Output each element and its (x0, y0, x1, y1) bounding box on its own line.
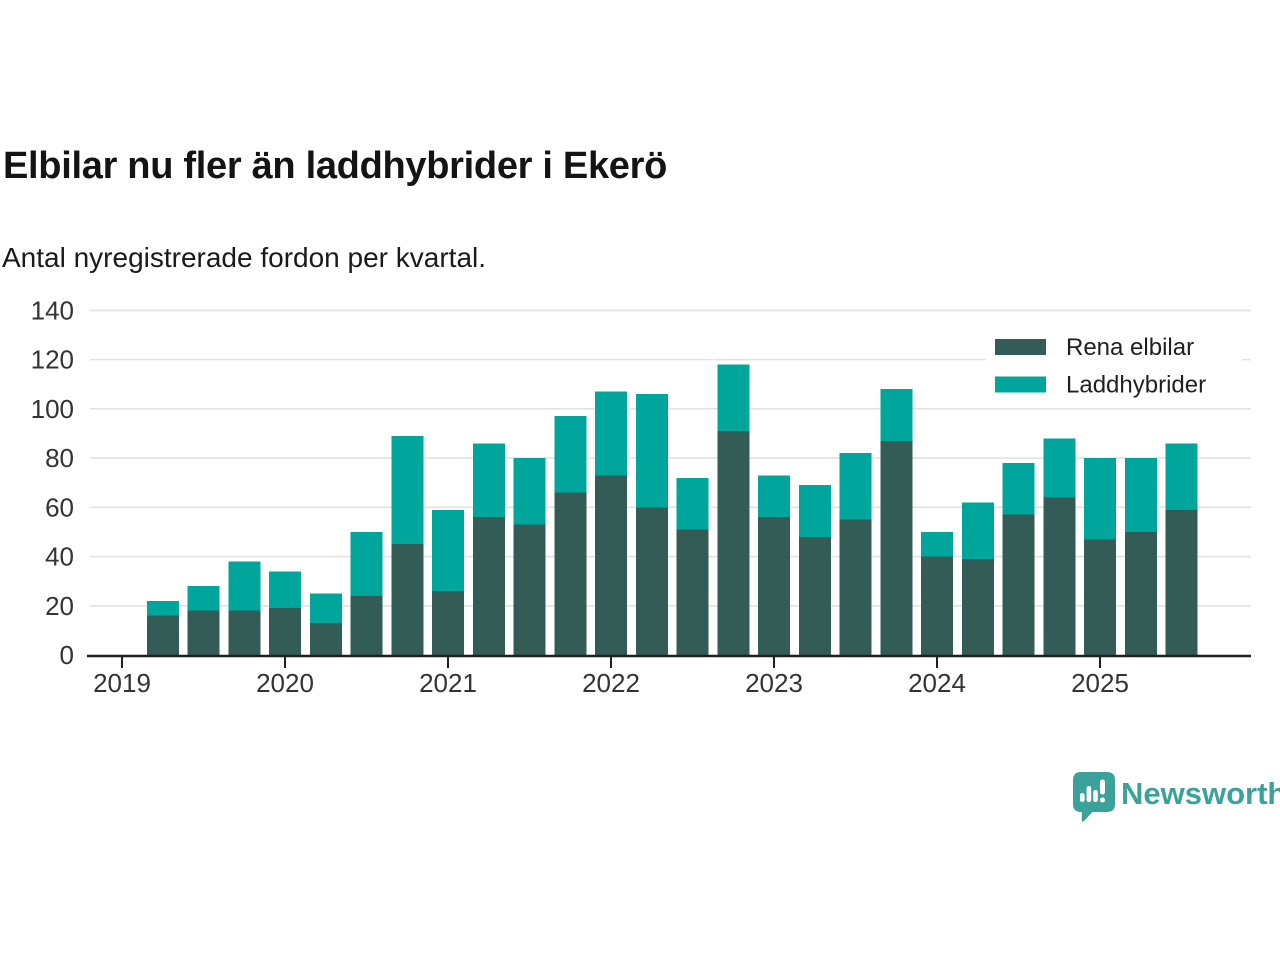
bar-2019Q2-rena-elbilar (146, 615, 179, 655)
bar-2023Q3-laddhybrider (839, 453, 872, 520)
bar-2019Q3-laddhybrider (187, 586, 220, 611)
legend-label-laddhybrider: Laddhybrider (1066, 372, 1206, 399)
bar-2020Q3-laddhybrider (350, 531, 383, 596)
bar-2021Q4-rena-elbilar (554, 492, 587, 655)
bar-2019Q3-rena-elbilar (187, 610, 220, 655)
bar-2025Q2-laddhybrider (1124, 458, 1157, 532)
bar-2021Q3-laddhybrider (513, 458, 546, 525)
x-axis-label-2020: 2020 (256, 668, 314, 698)
legend-label-rena-elbilar: Rena elbilar (1066, 334, 1194, 361)
y-axis-label-100: 100 (31, 394, 74, 424)
bar-2020Q1-rena-elbilar (269, 608, 301, 655)
page-subtitle: Antal nyregistrerade fordon per kvartal. (2, 242, 487, 273)
y-axis-label-0: 0 (60, 640, 74, 670)
bar-2024Q2-rena-elbilar (961, 559, 994, 655)
x-axis-label-2025: 2025 (1071, 668, 1129, 698)
bar-2024Q3-laddhybrider (1002, 463, 1035, 515)
bar-2025Q3-laddhybrider (1165, 443, 1198, 510)
bar-2023Q1-laddhybrider (758, 475, 790, 518)
bar-2020Q3-rena-elbilar (350, 595, 383, 655)
x-axis-label-2023: 2023 (745, 668, 803, 698)
y-axis-label-20: 20 (45, 591, 74, 621)
x-axis-label-2019: 2019 (93, 668, 151, 698)
bar-2024Q4-rena-elbilar (1043, 497, 1076, 655)
bar-2024Q1-rena-elbilar (921, 556, 953, 655)
bar-2019Q2-laddhybrider (146, 600, 179, 616)
y-axis-label-40: 40 (45, 542, 74, 572)
legend-swatch-rena-elbilar (995, 339, 1046, 355)
bar-2023Q2-laddhybrider (798, 485, 831, 537)
bar-2020Q4-rena-elbilar (391, 544, 424, 655)
bar-2022Q3-laddhybrider (676, 477, 709, 530)
bar-2025Q1-rena-elbilar (1084, 539, 1116, 655)
x-axis-label-2021: 2021 (419, 668, 477, 698)
bar-2024Q4-laddhybrider (1043, 438, 1076, 498)
bar-2023Q4-rena-elbilar (880, 440, 913, 655)
page-title: Elbilar nu fler än laddhybrider i Ekerö (3, 145, 668, 187)
bar-2022Q3-rena-elbilar (676, 529, 709, 655)
bar-2024Q2-laddhybrider (961, 502, 994, 560)
y-axis-label-140: 140 (31, 295, 74, 325)
legend-swatch-laddhybrider (995, 376, 1046, 393)
bar-2023Q3-rena-elbilar (839, 519, 872, 655)
newsworthy-wordmark: Newsworthy (1121, 776, 1280, 811)
bar-2023Q1-rena-elbilar (758, 517, 790, 655)
bar-2024Q3-rena-elbilar (1002, 514, 1035, 655)
bar-2022Q2-rena-elbilar (635, 507, 668, 655)
newsworthy-speech-bubble-barchart-icon (1073, 772, 1115, 822)
x-axis-label-2022: 2022 (582, 668, 640, 698)
bar-2023Q4-laddhybrider (880, 389, 913, 441)
bar-2020Q1-laddhybrider (269, 571, 301, 609)
bar-2021Q3-rena-elbilar (513, 524, 546, 655)
bar-2022Q1-rena-elbilar (595, 475, 627, 655)
bar-2021Q4-laddhybrider (554, 416, 587, 493)
x-axis-label-2024: 2024 (908, 668, 966, 698)
newsworthy-logo: Newsworthy (1072, 770, 1280, 826)
bar-2022Q4-laddhybrider (717, 364, 750, 432)
bar-2020Q4-laddhybrider (391, 435, 424, 545)
y-axis-label-80: 80 (45, 443, 74, 473)
bar-2025Q2-rena-elbilar (1124, 531, 1157, 655)
bar-2023Q2-rena-elbilar (798, 536, 831, 655)
bar-2019Q4-rena-elbilar (228, 610, 261, 655)
bar-2021Q1-rena-elbilar (432, 591, 464, 655)
bar-2020Q2-laddhybrider (309, 593, 342, 624)
bar-2022Q4-rena-elbilar (717, 431, 750, 655)
y-axis-label-60: 60 (45, 492, 74, 522)
bar-2024Q1-laddhybrider (921, 531, 953, 557)
bar-2020Q2-rena-elbilar (309, 623, 342, 655)
bar-2021Q1-laddhybrider (432, 509, 464, 592)
bar-2019Q4-laddhybrider (228, 561, 261, 611)
bar-2022Q2-laddhybrider (635, 394, 668, 508)
bar-2021Q2-rena-elbilar (472, 517, 505, 655)
bar-2025Q1-laddhybrider (1084, 458, 1116, 540)
bar-2021Q2-laddhybrider (472, 443, 505, 518)
y-axis-label-120: 120 (31, 345, 74, 375)
bar-2025Q3-rena-elbilar (1165, 509, 1198, 655)
bar-2022Q1-laddhybrider (595, 391, 627, 476)
